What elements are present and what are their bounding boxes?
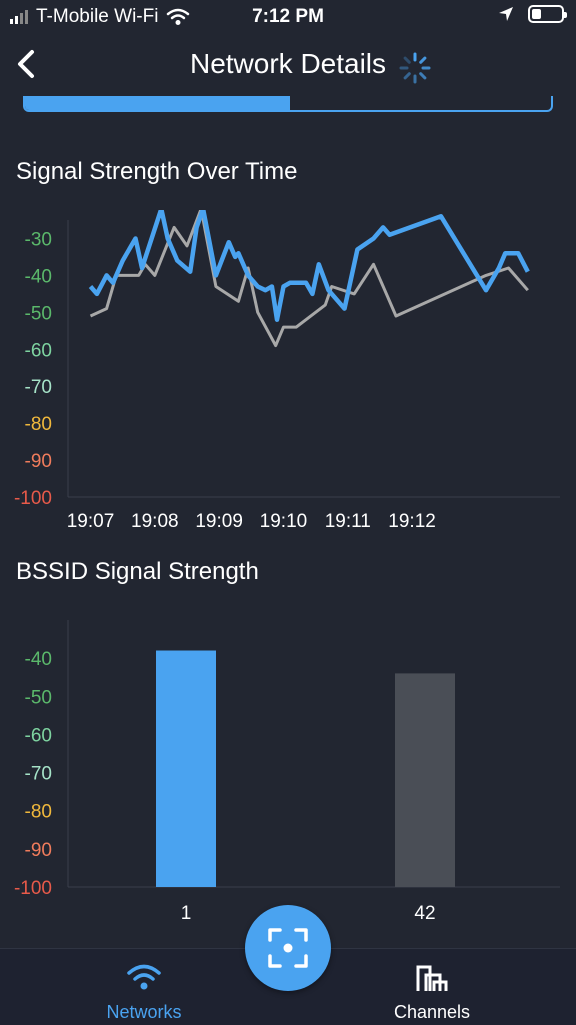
location-arrow-icon xyxy=(499,7,513,21)
y-tick-label: -40 xyxy=(25,649,52,670)
wifi-status-icon xyxy=(167,8,190,25)
x-category-label: 42 xyxy=(414,903,435,924)
chevron-left-icon xyxy=(18,50,34,78)
scan-focus-icon xyxy=(268,928,308,968)
y-tick-label: -100 xyxy=(14,878,52,899)
segmented-control xyxy=(23,96,553,112)
carrier-label: T-Mobile Wi-Fi xyxy=(36,6,159,27)
bar xyxy=(156,650,216,887)
y-tick-label: -70 xyxy=(25,764,52,785)
tab-channels-label: Channels xyxy=(393,1002,471,1022)
wifi-tab-icon xyxy=(127,964,161,990)
battery-icon xyxy=(528,5,567,23)
bssid-chart-title: BSSID Signal Strength xyxy=(16,558,259,585)
status-indicators xyxy=(498,5,567,23)
bssid-signal-bar-chart: -40 -50 -60 -70 -80 -90 -100 1 42 xyxy=(14,620,560,924)
y-tick-label: -70 xyxy=(25,377,52,398)
x-tick-label: 19:07 xyxy=(67,511,115,530)
y-tick-label: -60 xyxy=(25,340,52,361)
tab-networks[interactable]: Networks xyxy=(44,949,244,1025)
channels-tab-icon xyxy=(416,965,448,991)
y-tick-label: -60 xyxy=(25,725,52,746)
bar xyxy=(395,673,455,887)
carrier-group: T-Mobile Wi-Fi xyxy=(10,6,190,28)
back-button[interactable] xyxy=(8,44,48,84)
status-bar: T-Mobile Wi-Fi 7:12 PM xyxy=(0,0,576,34)
y-tick-label: -30 xyxy=(25,229,52,250)
page-title: Network Details xyxy=(189,48,387,79)
tab-channels[interactable]: Channels xyxy=(332,949,532,1025)
y-tick-label: -100 xyxy=(14,488,52,509)
navigation-bar: Network Details xyxy=(0,34,576,94)
tab-networks-label: Networks xyxy=(106,1002,182,1022)
clock: 7:12 PM xyxy=(252,6,324,27)
x-tick-label: 19:08 xyxy=(131,511,179,530)
x-tick-label: 19:09 xyxy=(195,511,243,530)
x-tick-label: 19:11 xyxy=(325,511,371,530)
y-tick-label: -90 xyxy=(25,840,52,861)
signal-chart-title: Signal Strength Over Time xyxy=(16,158,298,185)
series-line xyxy=(89,210,529,348)
segment-left[interactable] xyxy=(25,96,290,110)
y-tick-label: -80 xyxy=(25,802,52,823)
segment-right[interactable] xyxy=(290,96,551,110)
y-tick-label: -40 xyxy=(25,266,52,287)
signal-strength-line-chart: -30 -40 -50 -60 -70 -80 -90 -100 19:07 19:08 19:09… xyxy=(14,210,560,530)
y-tick-label: -50 xyxy=(25,687,52,708)
y-tick-label: -90 xyxy=(25,451,52,472)
x-tick-label: 19:10 xyxy=(260,511,308,530)
y-tick-label: -80 xyxy=(25,414,52,435)
loading-spinner-icon xyxy=(399,52,431,84)
series-line xyxy=(88,210,530,322)
y-tick-label: -50 xyxy=(25,303,52,324)
cellular-signal-icon xyxy=(10,10,28,24)
x-tick-label: 19:12 xyxy=(388,511,436,530)
scan-button[interactable] xyxy=(245,905,331,991)
x-category-label: 1 xyxy=(181,903,192,924)
